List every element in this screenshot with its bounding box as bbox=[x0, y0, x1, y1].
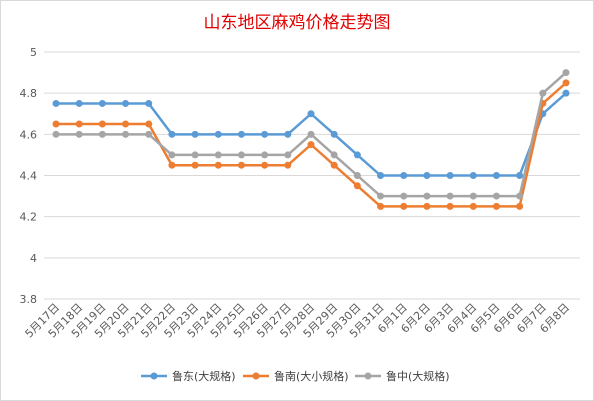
data-point bbox=[214, 151, 222, 159]
data-point bbox=[191, 130, 199, 138]
data-point bbox=[516, 172, 524, 179]
data-point bbox=[52, 120, 60, 128]
y-tick-label: 3.8 bbox=[20, 293, 38, 306]
data-point bbox=[562, 89, 570, 97]
data-point bbox=[469, 202, 477, 210]
chart-title: 山东地区麻鸡价格走势图 bbox=[204, 13, 391, 33]
data-point bbox=[214, 130, 222, 138]
data-point bbox=[237, 151, 245, 159]
data-point bbox=[145, 99, 153, 107]
data-point bbox=[261, 161, 269, 169]
y-tick-label: 4.4 bbox=[20, 170, 38, 183]
data-point bbox=[353, 182, 361, 190]
data-point bbox=[307, 141, 315, 149]
data-point bbox=[307, 130, 315, 138]
data-point bbox=[539, 89, 547, 97]
data-point bbox=[98, 99, 106, 107]
data-point bbox=[75, 130, 83, 138]
data-point bbox=[237, 161, 245, 169]
data-point bbox=[145, 120, 153, 128]
data-point bbox=[122, 99, 130, 107]
legend-label: 鲁中(大规格) bbox=[386, 369, 450, 383]
legend-item: 鲁南(大小规格) bbox=[243, 369, 349, 383]
series-lines bbox=[52, 69, 570, 210]
legend-swatch-marker bbox=[150, 372, 158, 380]
data-point bbox=[330, 151, 338, 159]
data-point bbox=[330, 130, 338, 138]
data-point bbox=[446, 202, 454, 210]
data-point bbox=[52, 130, 60, 138]
legend-item: 鲁中(大规格) bbox=[355, 369, 450, 383]
data-point bbox=[377, 202, 385, 210]
data-point bbox=[122, 130, 130, 138]
data-point bbox=[168, 161, 176, 169]
data-point bbox=[377, 192, 385, 200]
data-point bbox=[400, 192, 408, 200]
legend-swatch-marker bbox=[364, 372, 372, 380]
data-point bbox=[562, 69, 570, 77]
y-tick-label: 4.6 bbox=[20, 128, 38, 141]
data-point bbox=[400, 172, 408, 179]
data-point bbox=[377, 172, 385, 179]
data-point bbox=[423, 202, 431, 210]
y-tick-label: 5 bbox=[30, 46, 37, 59]
data-point bbox=[145, 130, 153, 138]
y-axis-ticks: 3.8 4 4.2 4.4 4.6 4.8 5 bbox=[20, 46, 38, 306]
data-point bbox=[562, 79, 570, 87]
data-point bbox=[237, 130, 245, 138]
data-point bbox=[492, 192, 500, 200]
data-point bbox=[516, 192, 524, 200]
data-point bbox=[214, 161, 222, 169]
data-point bbox=[122, 120, 130, 128]
data-point bbox=[469, 172, 477, 179]
series-3 bbox=[52, 69, 570, 200]
data-point bbox=[353, 151, 361, 159]
y-tick-label: 4.8 bbox=[20, 87, 38, 100]
data-point bbox=[330, 161, 338, 169]
series-1 bbox=[52, 89, 570, 179]
data-point bbox=[98, 130, 106, 138]
data-point bbox=[284, 130, 292, 138]
data-point bbox=[469, 192, 477, 200]
data-point bbox=[168, 130, 176, 138]
y-tick-label: 4 bbox=[30, 252, 37, 265]
data-point bbox=[516, 202, 524, 210]
data-point bbox=[261, 130, 269, 138]
data-point bbox=[423, 192, 431, 200]
data-point bbox=[75, 120, 83, 128]
legend: 鲁东(大规格) 鲁南(大小规格) 鲁中(大规格) bbox=[141, 369, 450, 383]
data-point bbox=[75, 99, 83, 107]
data-point bbox=[261, 151, 269, 159]
data-point bbox=[353, 172, 361, 179]
legend-label: 鲁南(大小规格) bbox=[274, 369, 349, 383]
data-point bbox=[98, 120, 106, 128]
data-point bbox=[400, 202, 408, 210]
data-point bbox=[284, 161, 292, 169]
data-point bbox=[191, 151, 199, 159]
data-point bbox=[492, 172, 500, 179]
data-point bbox=[168, 151, 176, 159]
data-point bbox=[446, 192, 454, 200]
legend-label: 鲁东(大规格) bbox=[172, 369, 236, 383]
y-tick-label: 4.2 bbox=[20, 211, 38, 224]
data-point bbox=[423, 172, 431, 179]
data-point bbox=[52, 99, 60, 107]
data-point bbox=[492, 202, 500, 210]
data-point bbox=[307, 110, 315, 118]
data-point bbox=[284, 151, 292, 159]
legend-swatch-marker bbox=[252, 372, 260, 380]
legend-item: 鲁东(大规格) bbox=[141, 369, 236, 383]
data-point bbox=[191, 161, 199, 169]
data-point bbox=[446, 172, 454, 179]
